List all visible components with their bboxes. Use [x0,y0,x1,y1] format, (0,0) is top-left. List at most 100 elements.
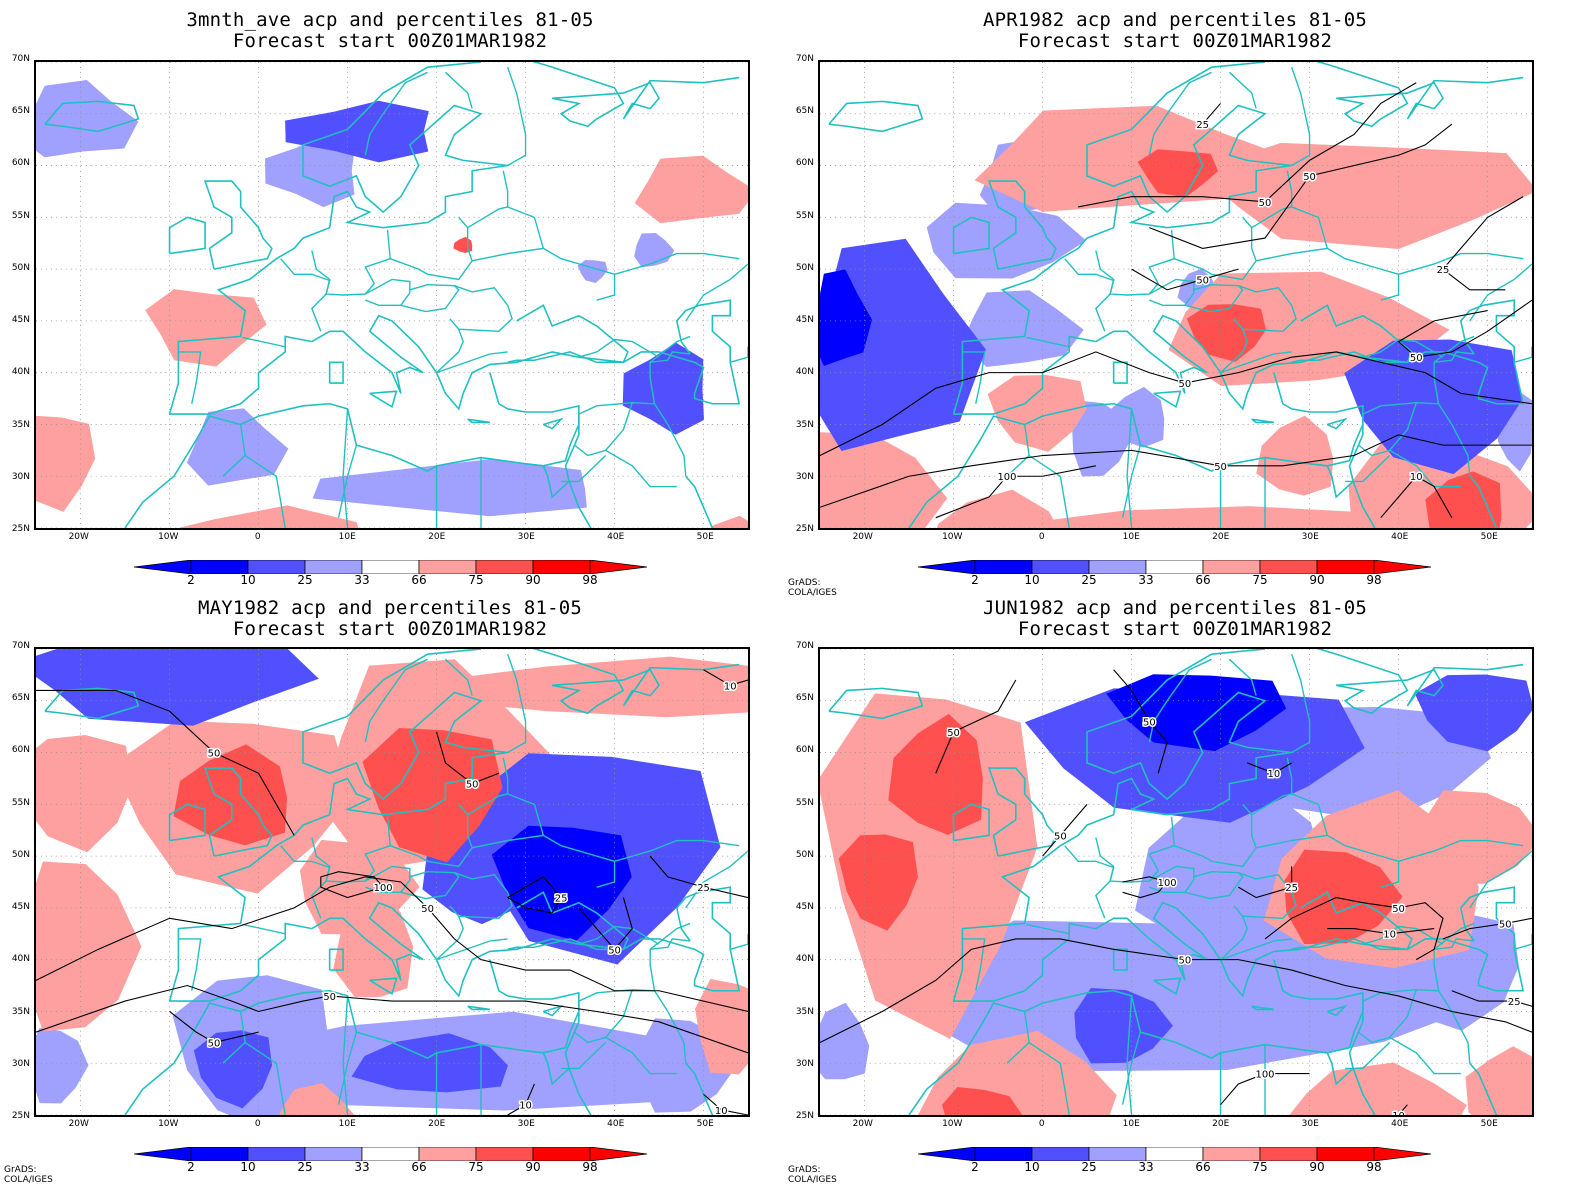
coastline [168,62,508,415]
map-svg: 50 50 50 50 100 50 25 50 25 10 10 10 [36,649,748,1115]
colorbar-label: 33 [354,573,370,587]
country-border [1149,278,1195,307]
country-border [280,258,331,332]
country-border [1121,1031,1142,1105]
colorbar-segment [361,1147,420,1161]
country-border [574,402,633,457]
colorbar-segment [1031,560,1090,574]
country-border [400,283,460,313]
colorbar-segment [190,560,249,574]
panel-title: 3mnth_ave acp and percentiles 81-05 Fore… [186,9,594,52]
latitude-label: 35N [795,1006,814,1017]
country-border [962,938,986,991]
country-border [1148,71,1212,156]
country-border [1514,933,1532,950]
country-border [962,351,986,404]
country-border [1184,283,1244,313]
latitude-label: 55N [795,797,814,808]
colorbar-segment [1259,1147,1318,1161]
country-border [342,408,349,528]
contour-line [1149,123,1453,249]
contour-line [1042,804,1088,857]
colorbar-label: 10 [240,1160,256,1174]
country-border [605,1036,677,1075]
contour-line [1131,268,1239,291]
colorbar-segment [475,560,534,574]
country-border [1184,870,1244,900]
colorbar-label: 66 [1195,1160,1211,1174]
colorbar-segment [1373,1147,1432,1161]
colorbar-label: 66 [1195,573,1211,587]
colorbar [134,560,648,574]
latitude-label: 65N [795,693,814,704]
colorbar-segment [1202,560,1261,574]
country-border [364,71,428,156]
colorbar-label: 98 [1366,1160,1382,1174]
contour-line [1220,1073,1310,1106]
country-border [1437,403,1471,477]
country-border [561,455,607,483]
contour-label: 50 [1303,172,1316,183]
latitude-label: 60N [11,158,30,169]
coastline [168,649,508,1002]
latitude-label: 35N [795,419,814,430]
longitude-label: 40E [1391,532,1409,542]
country-border [444,658,473,696]
coastline [1327,1004,1348,1017]
colorbar [918,560,1432,574]
contour-label: 25 [1285,883,1298,894]
country-border [649,335,691,363]
country-border [1220,915,1292,961]
colorbar-label: 10 [240,573,256,587]
latitude-label: 50N [11,262,30,273]
longitude-label: 10E [338,532,356,542]
contour-label: 50 [323,992,336,1003]
contour-label: 50 [1196,275,1209,286]
contour-line [1451,990,1532,1007]
contour-line [436,731,499,785]
colorbar-label: 75 [1252,573,1268,587]
country-border [1469,263,1532,322]
contour-line [1247,762,1292,774]
coastline [568,481,592,528]
longitude-label: 0 [1038,532,1045,542]
country-border [472,247,616,301]
coastline [1256,62,1524,128]
percentile-shading [1186,304,1266,362]
colorbar-label: 10 [1024,1160,1040,1174]
latitude-label: 70N [795,54,814,64]
country-border [1362,338,1444,358]
coastline [1153,977,1182,996]
panel-title: APR1982 acp and percentiles 81-05 Foreca… [982,9,1368,52]
coastline [828,687,924,720]
country-border [1228,658,1257,696]
coastline [685,1062,714,1115]
country-border [1064,258,1115,332]
longitude-label: 40E [607,532,625,542]
coastline [472,649,740,715]
longitude-label: 30E [517,532,535,542]
country-border [1233,872,1297,919]
country-border [389,216,473,281]
coastline [1291,299,1525,405]
colorbar-label: 90 [1309,1160,1325,1174]
colorbar-segment [1145,560,1204,574]
latitude-label: 40N [795,367,814,378]
colorbar-segment [1145,1147,1204,1161]
percentile-shading [936,489,1059,528]
percentile-shading [694,978,748,1075]
country-border [444,71,473,109]
coastline [953,304,1413,415]
country-border [1095,229,1175,296]
coastline [952,62,1292,415]
contour-label: 100 [997,472,1016,483]
latitude-label: 30N [795,471,814,482]
contour-label: 50 [1179,956,1192,967]
longitude-label: 50E [1480,532,1498,542]
colorbar-label: 2 [971,1160,979,1174]
colorbar-label: 90 [525,573,541,587]
country-border [1233,285,1297,332]
colorbar-segment [1316,560,1375,574]
country-border [1121,444,1142,518]
latitude-label: 45N [795,902,814,913]
